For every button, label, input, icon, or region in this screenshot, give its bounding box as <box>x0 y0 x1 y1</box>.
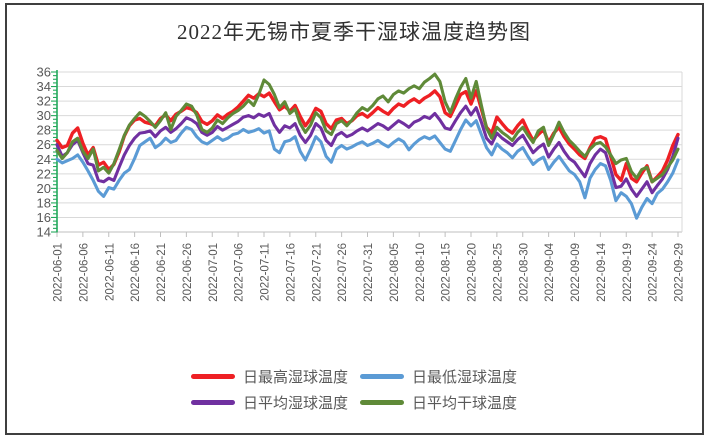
x-tick-label: 2022-07-31 <box>363 243 375 302</box>
x-tick-label: 2022-06-11 <box>104 243 116 301</box>
series-line-2 <box>55 104 680 198</box>
x-tick-label: 2022-07-26 <box>337 243 349 302</box>
series-line-1 <box>55 118 680 220</box>
x-tick-label: 2022-09-09 <box>570 243 582 302</box>
x-tick-label: 2022-09-24 <box>648 242 660 301</box>
x-tick-label: 2022-09-29 <box>674 243 686 302</box>
y-tick-label: 34 <box>37 79 51 94</box>
x-tick-label: 2022-09-14 <box>596 242 608 301</box>
series-line-0 <box>55 89 680 184</box>
x-tick-label: 2022-09-19 <box>622 243 634 302</box>
x-tick-label: 2022-08-30 <box>518 243 530 302</box>
y-tick-label: 32 <box>37 94 51 109</box>
y-tick-label: 18 <box>37 195 51 210</box>
x-tick-label: 2022-08-10 <box>415 243 427 302</box>
y-tick-label: 28 <box>37 123 51 138</box>
x-tick-label: 2022-08-20 <box>467 243 479 302</box>
x-tick-label: 2022-08-25 <box>492 243 504 302</box>
legend-row: 日最高湿球温度 日最低湿球温度 <box>190 366 517 387</box>
x-tick-label: 2022-08-05 <box>389 243 401 302</box>
legend-label: 日最低湿球温度 <box>412 370 518 386</box>
x-tick-label: 2022-07-01 <box>208 243 220 302</box>
chart-legend: 日最高湿球温度 日最低湿球温度 日平均湿球温度 日平均干球温度 <box>0 366 708 413</box>
series-line-3 <box>55 72 680 184</box>
x-tick-label: 2022-09-04 <box>544 242 556 301</box>
y-tick-label: 16 <box>37 210 51 225</box>
x-tick-label: 2022-07-21 <box>311 243 323 302</box>
x-tick-label: 2022-07-11 <box>260 243 272 301</box>
legend-line-swatch-red <box>190 374 235 379</box>
x-tick-label: 2022-06-01 <box>53 243 65 302</box>
y-tick-label: 36 <box>37 65 51 80</box>
y-tick-label: 30 <box>37 108 51 123</box>
y-tick-label: 20 <box>37 181 51 196</box>
y-tick-label: 14 <box>37 225 51 240</box>
legend-label: 日平均干球温度 <box>412 396 518 412</box>
legend-line-swatch-purple <box>190 400 235 405</box>
x-tick-label: 2022-08-15 <box>441 243 453 302</box>
x-tick-label: 2022-06-16 <box>130 243 142 302</box>
chart-title: 2022年无锡市夏季干湿球温度趋势图 <box>177 20 531 44</box>
x-tick-label: 2022-07-06 <box>234 243 246 302</box>
legend-item-min-wet[interactable]: 日最低湿球温度 <box>360 366 517 387</box>
legend-label: 日最高湿球温度 <box>242 370 348 386</box>
legend-row: 日平均湿球温度 日平均干球温度 <box>190 392 517 413</box>
y-tick-label: 24 <box>37 152 51 167</box>
y-tick-label: 26 <box>37 137 51 152</box>
legend-item-avg-dry[interactable]: 日平均干球温度 <box>360 392 517 413</box>
x-tick-label: 2022-06-21 <box>156 243 168 302</box>
legend-item-max-wet[interactable]: 日最高湿球温度 <box>190 366 348 387</box>
legend-label: 日平均湿球温度 <box>242 396 348 412</box>
x-tick-label: 2022-06-06 <box>78 243 90 302</box>
x-tick-label: 2022-06-26 <box>182 243 194 302</box>
legend-line-swatch-green <box>360 400 404 405</box>
legend-item-avg-wet[interactable]: 日平均湿球温度 <box>190 392 348 413</box>
y-tick-label: 22 <box>37 166 51 181</box>
legend-line-swatch-blue <box>360 374 404 379</box>
x-tick-label: 2022-07-16 <box>285 243 297 302</box>
